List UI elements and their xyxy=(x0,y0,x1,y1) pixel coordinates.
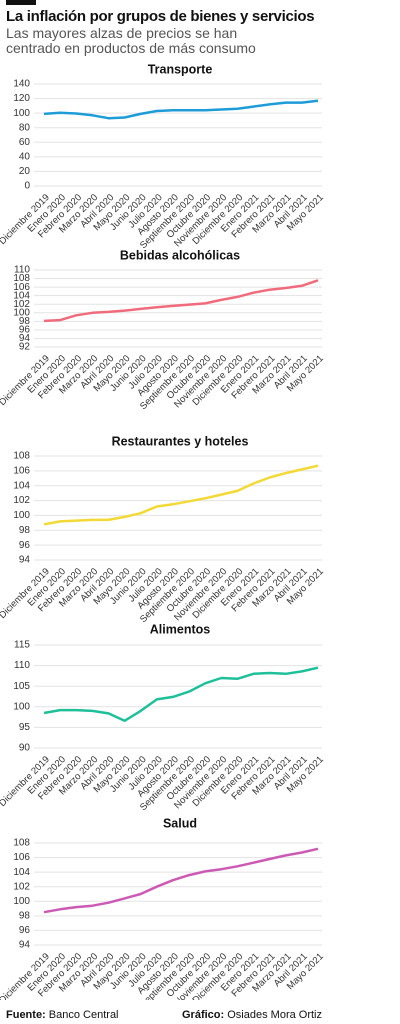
y-tick-label: 94 xyxy=(19,555,31,566)
y-tick-label: 92 xyxy=(19,342,31,353)
line xyxy=(43,847,319,914)
y-tick-label: 90 xyxy=(19,743,31,754)
y-tick-label: 106 xyxy=(13,282,30,293)
y-tick-label: 95 xyxy=(19,722,31,733)
y-tick-label: 102 xyxy=(13,881,30,892)
y-tick-label: 108 xyxy=(13,451,30,462)
y-tick-label: 100 xyxy=(13,510,30,521)
y-tick-label: 94 xyxy=(19,940,31,951)
y-tick-label: 20 xyxy=(19,166,31,177)
y-tick-label: 100 xyxy=(13,701,30,712)
chart-title: Transporte xyxy=(148,62,213,76)
y-tick-label: 108 xyxy=(13,273,30,284)
line xyxy=(43,99,319,120)
credit-label: Gráfico: xyxy=(182,1009,225,1021)
y-tick-label: 100 xyxy=(13,896,30,907)
y-tick-label: 104 xyxy=(13,480,30,491)
y-tick-label: 104 xyxy=(13,290,30,301)
y-tick-label: 104 xyxy=(13,867,30,878)
header-bar xyxy=(6,0,36,5)
page-subtitle: Las mayores alzas de precios se han cent… xyxy=(6,25,256,56)
source-label: Fuente: xyxy=(6,1009,46,1021)
y-tick-label: 98 xyxy=(19,316,31,327)
y-tick-label: 100 xyxy=(13,307,30,318)
y-tick-label: 94 xyxy=(19,333,31,344)
y-tick-label: 60 xyxy=(19,137,31,148)
y-tick-label: 108 xyxy=(13,838,30,849)
line xyxy=(43,464,319,526)
y-tick-label: 0 xyxy=(24,181,30,192)
line xyxy=(43,666,319,723)
chart-title: Restaurantes y hoteles xyxy=(112,434,249,448)
chart-title: Salud xyxy=(163,816,197,830)
y-tick-label: 98 xyxy=(19,525,31,536)
y-tick-label: 140 xyxy=(13,79,30,90)
page-title: La inflación por grupos de bienes y serv… xyxy=(6,8,315,25)
y-tick-label: 96 xyxy=(19,325,31,336)
y-tick-label: 105 xyxy=(13,681,30,692)
y-tick-label: 96 xyxy=(19,925,31,936)
y-tick-label: 102 xyxy=(13,495,30,506)
chart-title: Alimentos xyxy=(150,622,210,636)
y-tick-label: 80 xyxy=(19,122,31,133)
chart-title: Bebidas alcohólicas xyxy=(120,248,240,262)
y-tick-label: 115 xyxy=(14,640,30,651)
y-tick-label: 98 xyxy=(19,910,31,921)
y-tick-label: 106 xyxy=(13,465,30,476)
y-tick-label: 110 xyxy=(14,265,30,276)
credit: Osiades Mora Ortiz xyxy=(227,1009,322,1021)
source: Banco Central xyxy=(48,1009,119,1021)
y-tick-label: 96 xyxy=(19,540,31,551)
y-tick-label: 40 xyxy=(19,151,31,162)
line xyxy=(43,279,319,323)
y-tick-label: 110 xyxy=(14,660,30,671)
y-tick-label: 100 xyxy=(13,108,30,119)
y-tick-label: 120 xyxy=(13,93,30,104)
y-tick-label: 102 xyxy=(13,299,30,310)
y-tick-label: 106 xyxy=(13,852,30,863)
